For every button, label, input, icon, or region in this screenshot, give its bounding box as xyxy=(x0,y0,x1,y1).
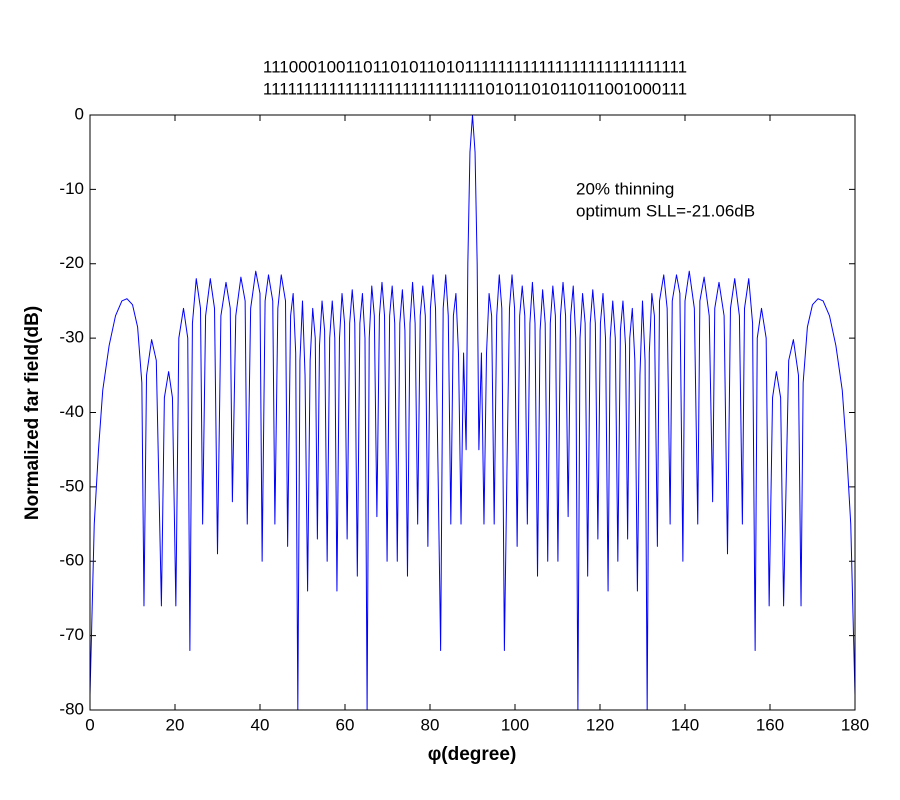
annotation: optimum SLL=-21.06dB xyxy=(576,201,755,220)
y-tick-label: -70 xyxy=(59,625,84,644)
x-tick-label: 80 xyxy=(421,715,440,734)
y-tick-label: -20 xyxy=(59,253,84,272)
title-line: 1111111111111111111111111110101101011011… xyxy=(263,79,687,98)
x-tick-label: 20 xyxy=(166,715,185,734)
y-tick-label: 0 xyxy=(75,104,84,123)
annotation: 20% thinning xyxy=(576,179,674,198)
y-tick-label: -40 xyxy=(59,402,84,421)
y-tick-label: -80 xyxy=(59,699,84,718)
x-tick-label: 0 xyxy=(85,715,94,734)
y-tick-label: -60 xyxy=(59,551,84,570)
x-tick-label: 60 xyxy=(336,715,355,734)
y-tick-label: -10 xyxy=(59,179,84,198)
x-tick-label: 120 xyxy=(586,715,614,734)
x-tick-label: 160 xyxy=(756,715,784,734)
y-tick-label: -50 xyxy=(59,476,84,495)
y-tick-label: -30 xyxy=(59,328,84,347)
x-tick-label: 40 xyxy=(251,715,270,734)
x-tick-label: 100 xyxy=(501,715,529,734)
y-axis-label: Normalized far field(dB) xyxy=(22,306,43,520)
x-axis-label: φ(degree) xyxy=(428,744,517,765)
plot-frame xyxy=(89,114,856,711)
x-tick-label: 180 xyxy=(841,715,869,734)
x-tick-label: 140 xyxy=(671,715,699,734)
title-line: 1110001001101101011010111111111111111111… xyxy=(263,57,687,76)
